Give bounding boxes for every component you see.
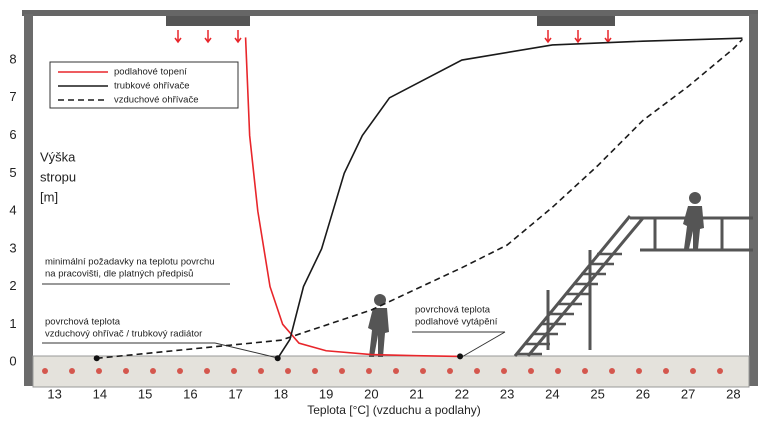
right-wall <box>749 14 758 386</box>
x-tick-label: 18 <box>274 386 288 401</box>
x-tick-label: 14 <box>93 386 107 401</box>
x-tick-label: 24 <box>545 386 559 401</box>
x-tick-label: 15 <box>138 386 152 401</box>
floor-dot <box>96 368 102 374</box>
floor-dot <box>339 368 345 374</box>
floor-dot <box>555 368 561 374</box>
annotation: vzduchový ohřívač / trubkový radiátor <box>45 329 202 340</box>
endpoint <box>275 355 281 361</box>
x-tick-label: 23 <box>500 386 514 401</box>
floor-dot <box>123 368 129 374</box>
stairs <box>515 216 753 356</box>
floor-dot <box>501 368 507 374</box>
legend-label: trubkové ohřívače <box>114 81 190 92</box>
y-tick-label: 5 <box>9 165 16 180</box>
x-tick-label: 17 <box>228 386 242 401</box>
annotation: povrchová teplota <box>45 317 121 328</box>
y-axis-label: [m] <box>40 189 58 204</box>
x-tick-label: 28 <box>726 386 740 401</box>
y-tick-label: 8 <box>9 51 16 66</box>
floor-dot <box>150 368 156 374</box>
series-line <box>278 38 743 358</box>
floor-dot <box>312 368 318 374</box>
y-axis-label: Výška <box>40 149 76 164</box>
x-tick-label: 21 <box>409 386 423 401</box>
floor-dot <box>231 368 237 374</box>
x-tick-label: 25 <box>590 386 604 401</box>
heaters <box>166 16 615 42</box>
annotation: na pracovišti, dle platných předpisů <box>45 269 193 280</box>
floor-dot <box>717 368 723 374</box>
y-tick-label: 3 <box>9 240 16 255</box>
left-wall <box>24 14 33 386</box>
y-tick-label: 7 <box>9 89 16 104</box>
floor-dot <box>285 368 291 374</box>
floor-dot <box>582 368 588 374</box>
y-tick-label: 0 <box>9 354 16 369</box>
y-tick-label: 6 <box>9 127 16 142</box>
floor-dot <box>42 368 48 374</box>
floor-dot <box>663 368 669 374</box>
endpoint <box>457 353 463 359</box>
legend-label: vzduchové ohřívače <box>114 95 199 106</box>
legend-label: podlahové topení <box>114 67 187 78</box>
floor-dot <box>474 368 480 374</box>
floor-dot <box>177 368 183 374</box>
x-tick-label: 22 <box>455 386 469 401</box>
ceiling <box>22 10 758 16</box>
x-tick-label: 19 <box>319 386 333 401</box>
x-tick-label: 20 <box>364 386 378 401</box>
floor-dot <box>393 368 399 374</box>
y-tick-label: 2 <box>9 278 16 293</box>
annotation: povrchová teplota <box>415 305 491 316</box>
x-tick-label: 27 <box>681 386 695 401</box>
floor-dot <box>69 368 75 374</box>
floor-dot <box>420 368 426 374</box>
floor-dot <box>609 368 615 374</box>
endpoint <box>94 355 100 361</box>
floor-dot <box>366 368 372 374</box>
floor-dot <box>528 368 534 374</box>
floor-dot <box>690 368 696 374</box>
floor-dot <box>204 368 210 374</box>
y-axis-label: stropu <box>40 169 76 184</box>
annotation: podlahové vytápění <box>415 317 498 328</box>
x-tick-label: 26 <box>636 386 650 401</box>
floor-dot <box>447 368 453 374</box>
x-axis-label: Teplota [°C] (vzduchu a podlahy) <box>307 403 481 417</box>
annotation: minimální požadavky na teplotu povrchu <box>45 257 215 268</box>
floor-dot <box>258 368 264 374</box>
chart: Teplota [°C] (vzduchu a podlahy) 0123456… <box>0 0 760 419</box>
floor-dot <box>636 368 642 374</box>
y-tick-label: 1 <box>9 316 16 331</box>
x-tick-label: 13 <box>47 386 61 401</box>
y-tick-label: 4 <box>9 203 16 218</box>
x-tick-label: 16 <box>183 386 197 401</box>
